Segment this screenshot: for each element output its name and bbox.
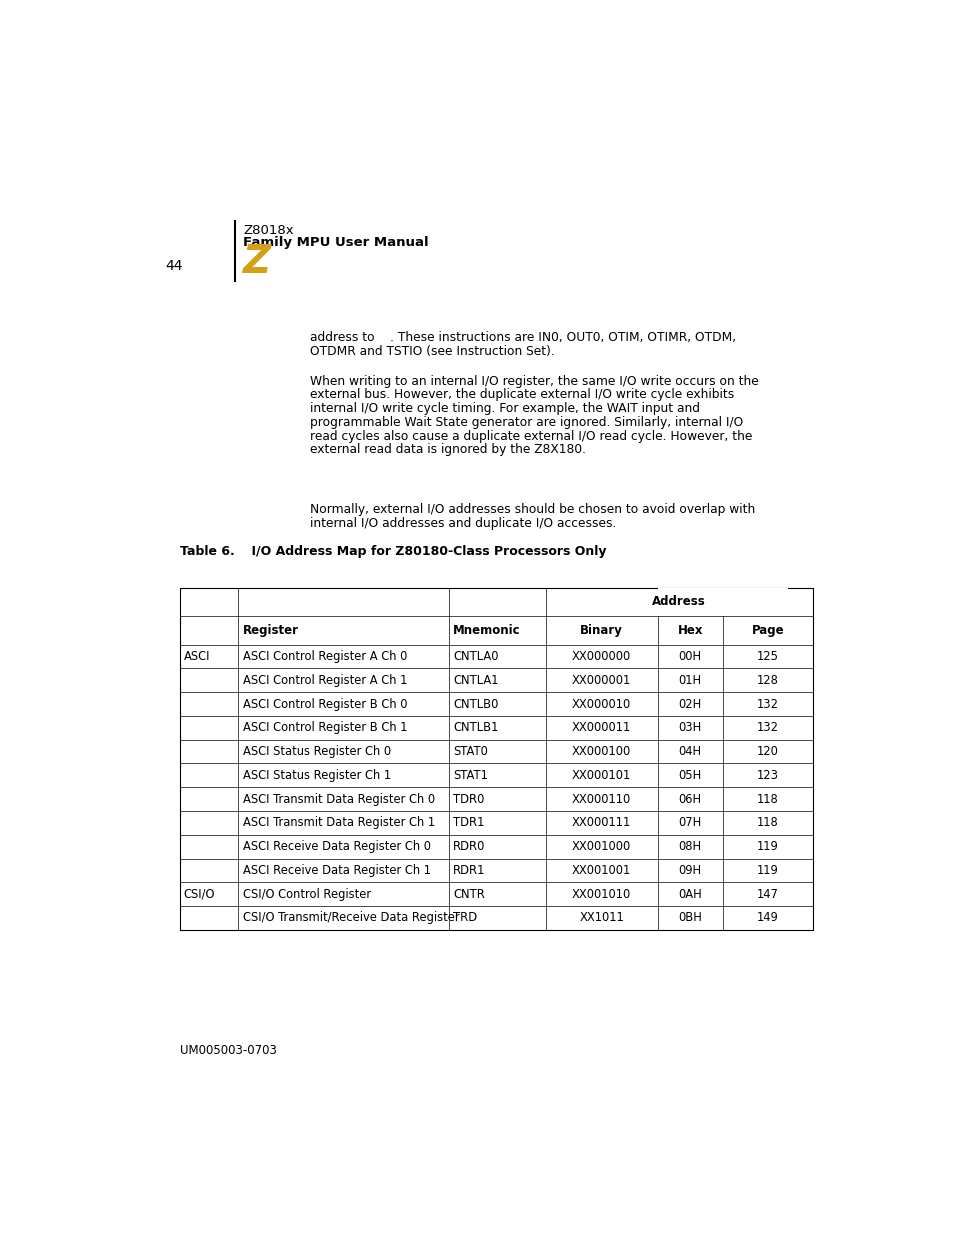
Text: CNTLA0: CNTLA0 (453, 650, 498, 663)
Text: external bus. However, the duplicate external I/O write cycle exhibits: external bus. However, the duplicate ext… (310, 388, 734, 401)
Text: 04H: 04H (678, 745, 701, 758)
Text: 123: 123 (756, 769, 778, 782)
Text: XX001000: XX001000 (572, 840, 631, 853)
Text: TRD: TRD (453, 911, 476, 925)
Text: CSI/O Transmit/Receive Data Register: CSI/O Transmit/Receive Data Register (242, 911, 458, 925)
Text: When writing to an internal I/O register, the same I/O write occurs on the: When writing to an internal I/O register… (310, 374, 758, 388)
Text: XX001010: XX001010 (572, 888, 631, 900)
Text: CNTR: CNTR (453, 888, 485, 900)
Text: RDR1: RDR1 (453, 864, 485, 877)
Text: ASCI: ASCI (183, 650, 210, 663)
Text: UM005003-0703: UM005003-0703 (180, 1044, 276, 1057)
Text: XX000001: XX000001 (572, 674, 631, 687)
Text: 03H: 03H (678, 721, 701, 735)
Text: internal I/O addresses and duplicate I/O accesses.: internal I/O addresses and duplicate I/O… (310, 516, 616, 530)
Text: XX000010: XX000010 (572, 698, 631, 710)
Text: programmable Wait State generator are ignored. Similarly, internal I/O: programmable Wait State generator are ig… (310, 416, 742, 429)
Text: 125: 125 (756, 650, 778, 663)
Text: 07H: 07H (678, 816, 701, 830)
Text: CNTLB1: CNTLB1 (453, 721, 498, 735)
Text: XX1011: XX1011 (578, 911, 623, 925)
Text: OTDMR and TSTIO (see Instruction Set).: OTDMR and TSTIO (see Instruction Set). (310, 345, 555, 358)
Text: Mnemonic: Mnemonic (453, 624, 520, 637)
Text: XX001001: XX001001 (572, 864, 631, 877)
Text: 118: 118 (756, 793, 778, 805)
Text: 06H: 06H (678, 793, 701, 805)
Text: Z8018x: Z8018x (243, 225, 294, 237)
Text: 119: 119 (756, 864, 778, 877)
Text: ASCI Status Register Ch 0: ASCI Status Register Ch 0 (242, 745, 391, 758)
Bar (722, 588, 787, 616)
Text: Z: Z (243, 243, 272, 282)
Text: 118: 118 (756, 816, 778, 830)
Text: ASCI Control Register B Ch 1: ASCI Control Register B Ch 1 (242, 721, 407, 735)
Text: ASCI Control Register A Ch 0: ASCI Control Register A Ch 0 (242, 650, 407, 663)
Text: 09H: 09H (678, 864, 701, 877)
Text: Binary: Binary (579, 624, 622, 637)
Text: 132: 132 (756, 721, 778, 735)
Bar (180, 588, 812, 930)
Text: 149: 149 (756, 911, 778, 925)
Text: 05H: 05H (678, 769, 701, 782)
Text: CNTLB0: CNTLB0 (453, 698, 498, 710)
Text: RDR0: RDR0 (453, 840, 485, 853)
Text: read cycles also cause a duplicate external I/O read cycle. However, the: read cycles also cause a duplicate exter… (310, 430, 752, 442)
Text: ASCI Transmit Data Register Ch 1: ASCI Transmit Data Register Ch 1 (242, 816, 435, 830)
Text: TDR0: TDR0 (453, 793, 484, 805)
Text: Address: Address (652, 595, 705, 609)
Text: Hex: Hex (677, 624, 702, 637)
Text: CSI/O: CSI/O (183, 888, 214, 900)
Text: Family MPU User Manual: Family MPU User Manual (243, 236, 429, 248)
Text: I/O Address Map for Z80180-Class Processors Only: I/O Address Map for Z80180-Class Process… (233, 545, 606, 558)
Text: TDR1: TDR1 (453, 816, 484, 830)
Text: external read data is ignored by the Z8X180.: external read data is ignored by the Z8X… (310, 443, 585, 457)
Bar (657, 588, 722, 616)
Text: internal I/O write cycle timing. For example, the WAIT input and: internal I/O write cycle timing. For exa… (310, 403, 700, 415)
Text: XX000000: XX000000 (572, 650, 631, 663)
Text: ASCI Control Register B Ch 0: ASCI Control Register B Ch 0 (242, 698, 407, 710)
Text: XX000110: XX000110 (572, 793, 631, 805)
Text: 120: 120 (756, 745, 778, 758)
Text: Table 6.: Table 6. (180, 545, 234, 558)
Text: XX000011: XX000011 (572, 721, 631, 735)
Text: Register: Register (242, 624, 298, 637)
Text: STAT0: STAT0 (453, 745, 488, 758)
Text: 02H: 02H (678, 698, 701, 710)
Text: XX000100: XX000100 (572, 745, 631, 758)
Text: ASCI Transmit Data Register Ch 0: ASCI Transmit Data Register Ch 0 (242, 793, 435, 805)
Text: Normally, external I/O addresses should be chosen to avoid overlap with: Normally, external I/O addresses should … (310, 503, 755, 516)
Text: ASCI Receive Data Register Ch 0: ASCI Receive Data Register Ch 0 (242, 840, 430, 853)
Text: 0BH: 0BH (678, 911, 701, 925)
Text: 132: 132 (756, 698, 778, 710)
Text: address to    . These instructions are IN0, OUT0, OTIM, OTIMR, OTDM,: address to . These instructions are IN0,… (310, 331, 736, 343)
Text: 08H: 08H (678, 840, 701, 853)
Text: 0AH: 0AH (678, 888, 701, 900)
Text: XX000111: XX000111 (572, 816, 631, 830)
Text: 00H: 00H (678, 650, 701, 663)
Text: 01H: 01H (678, 674, 701, 687)
Text: 44: 44 (165, 259, 182, 273)
Text: ASCI Control Register A Ch 1: ASCI Control Register A Ch 1 (242, 674, 407, 687)
Text: XX000101: XX000101 (572, 769, 631, 782)
Text: ASCI Status Register Ch 1: ASCI Status Register Ch 1 (242, 769, 391, 782)
Text: 119: 119 (756, 840, 778, 853)
Text: 147: 147 (756, 888, 778, 900)
Text: STAT1: STAT1 (453, 769, 488, 782)
Text: CNTLA1: CNTLA1 (453, 674, 498, 687)
Text: 128: 128 (756, 674, 778, 687)
Text: Page: Page (751, 624, 783, 637)
Text: CSI/O Control Register: CSI/O Control Register (242, 888, 371, 900)
Text: ASCI Receive Data Register Ch 1: ASCI Receive Data Register Ch 1 (242, 864, 430, 877)
